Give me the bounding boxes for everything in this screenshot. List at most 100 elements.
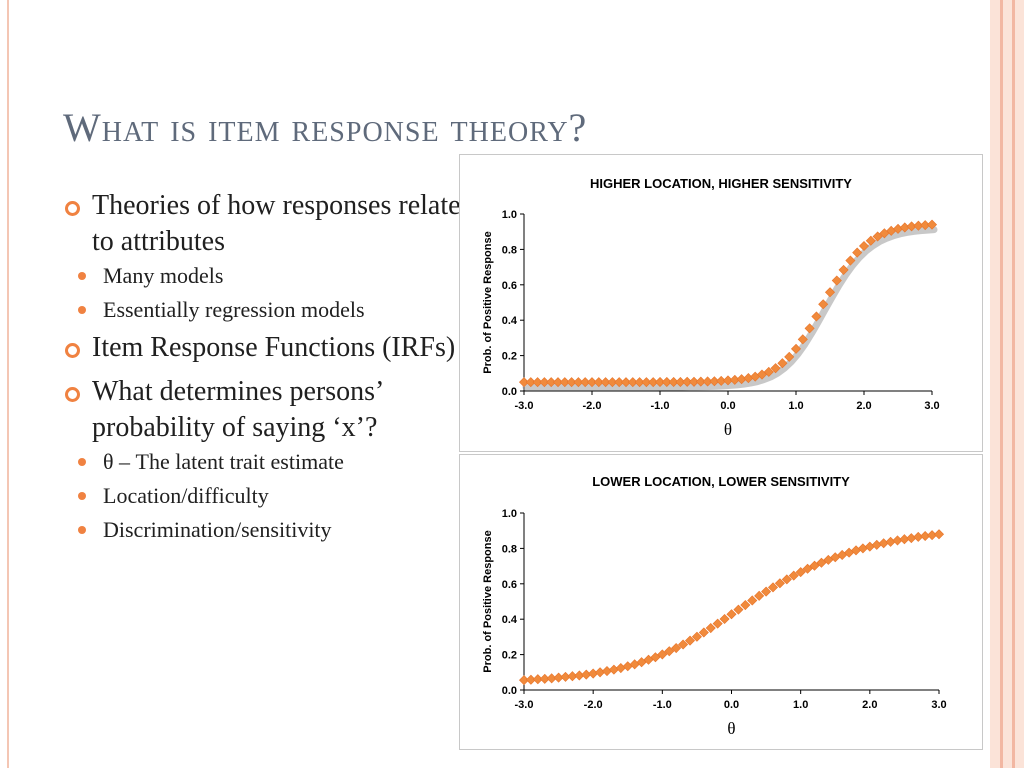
sub-bullet-item: Many models	[62, 262, 462, 290]
data-point	[933, 529, 945, 540]
x-tick-label: 3.0	[931, 699, 946, 711]
data-point	[546, 377, 557, 388]
x-tick-label: -1.0	[653, 699, 672, 711]
data-point	[573, 377, 584, 388]
data-point	[641, 377, 652, 388]
data-point	[654, 376, 666, 387]
data-point	[664, 646, 675, 657]
sub-bullet-item: Essentially regression models	[62, 296, 462, 324]
data-point	[518, 675, 530, 686]
right-frame-line	[1012, 0, 1015, 768]
data-point	[671, 643, 682, 654]
sub-bullet-text: θ – The latent trait estimate	[103, 449, 344, 474]
data-point	[777, 358, 788, 369]
x-tick-label: -3.0	[515, 400, 534, 412]
data-point	[824, 287, 836, 298]
data-point	[648, 377, 659, 388]
data-point	[926, 219, 938, 230]
data-point	[872, 231, 883, 242]
data-point	[593, 377, 604, 388]
data-point	[539, 377, 550, 388]
data-point	[733, 604, 744, 615]
x-axis-label: θ	[727, 719, 735, 738]
data-point	[719, 613, 730, 625]
data-point	[878, 538, 889, 549]
y-tick-label: 0.2	[502, 650, 517, 662]
data-point	[678, 639, 689, 650]
data-point	[747, 595, 758, 606]
y-axis-label: Prob. of Positive Response	[482, 231, 494, 373]
data-point	[634, 377, 645, 388]
data-point	[763, 366, 774, 377]
data-point	[532, 674, 543, 685]
data-point	[668, 376, 679, 387]
data-point	[702, 376, 713, 387]
x-tick-label: 1.0	[788, 400, 803, 412]
y-tick-label: 0.4	[502, 315, 518, 327]
chart-panel-top: HIGHER LOCATION, HIGHER SENSITIVITY 0.0 0.…	[459, 154, 983, 452]
bullet-item: What determines persons’ probability of …	[62, 374, 462, 544]
irf-chart-top: HIGHER LOCATION, HIGHER SENSITIVITY 0.0 0.…	[482, 176, 940, 439]
sub-bullet-item: Location/difficulty	[62, 482, 462, 510]
x-axis-label: θ	[724, 420, 732, 439]
data-point	[816, 557, 827, 568]
chart-title: LOWER LOCATION, LOWER SENSITIVITY	[592, 474, 850, 489]
data-point	[770, 363, 781, 374]
data-point	[761, 586, 772, 597]
bullet-item: Item Response Functions (IRFs)	[62, 330, 462, 366]
data-point	[532, 377, 543, 388]
data-point	[698, 627, 709, 638]
data-point	[790, 343, 802, 354]
y-tick-label: 0.6	[502, 579, 517, 591]
data-point	[784, 351, 795, 362]
data-point	[525, 377, 536, 388]
bullet-text: Item Response Functions (IRFs)	[92, 332, 456, 363]
y-tick-label: 1.0	[502, 508, 517, 520]
data-point	[754, 590, 765, 601]
data-point	[852, 247, 863, 258]
data-point	[811, 311, 822, 322]
data-point	[688, 376, 700, 387]
data-point	[661, 376, 672, 387]
y-tick-label: 0.0	[502, 685, 517, 697]
data-point	[657, 649, 668, 660]
data-point	[600, 377, 611, 388]
data-point	[684, 635, 696, 646]
y-tick-label: 1.0	[502, 209, 517, 221]
x-tick-label: 2.0	[862, 699, 877, 711]
data-point	[838, 264, 849, 275]
data-point	[781, 574, 792, 585]
data-point	[615, 663, 626, 674]
data-point	[620, 377, 632, 388]
y-tick-label: 0.0	[502, 386, 517, 398]
data-point	[518, 377, 530, 388]
data-point	[601, 666, 613, 677]
bullet-text: What determines persons’ probability of …	[92, 376, 383, 443]
y-tick-label: 0.2	[502, 351, 517, 363]
data-point	[607, 377, 618, 388]
right-frame-band	[990, 0, 1024, 768]
sub-bullet-text: Location/difficulty	[103, 483, 269, 508]
data-point	[726, 609, 737, 620]
data-point	[858, 241, 870, 252]
x-tick-label: -3.0	[515, 699, 534, 711]
right-frame-line	[1000, 0, 1003, 768]
data-point	[795, 567, 806, 578]
y-tick-label: 0.4	[502, 614, 518, 626]
data-point	[691, 631, 702, 642]
data-point	[740, 600, 751, 611]
data-point	[559, 377, 570, 388]
data-point	[586, 377, 598, 388]
y-tick-label: 0.8	[502, 244, 517, 256]
data-point	[885, 536, 896, 547]
x-tick-label: -2.0	[583, 400, 602, 412]
data-point	[845, 255, 856, 266]
irf-chart-bottom: LOWER LOCATION, LOWER SENSITIVITY 0.0 0.2 0…	[482, 474, 947, 738]
data-point	[712, 618, 723, 629]
data-point	[871, 539, 882, 550]
y-tick-label: 0.8	[502, 543, 517, 555]
x-tick-label: -1.0	[651, 400, 670, 412]
sub-bullet-list: Many models Essentially regression model…	[78, 262, 462, 324]
data-point	[695, 376, 706, 387]
data-point	[788, 570, 799, 581]
